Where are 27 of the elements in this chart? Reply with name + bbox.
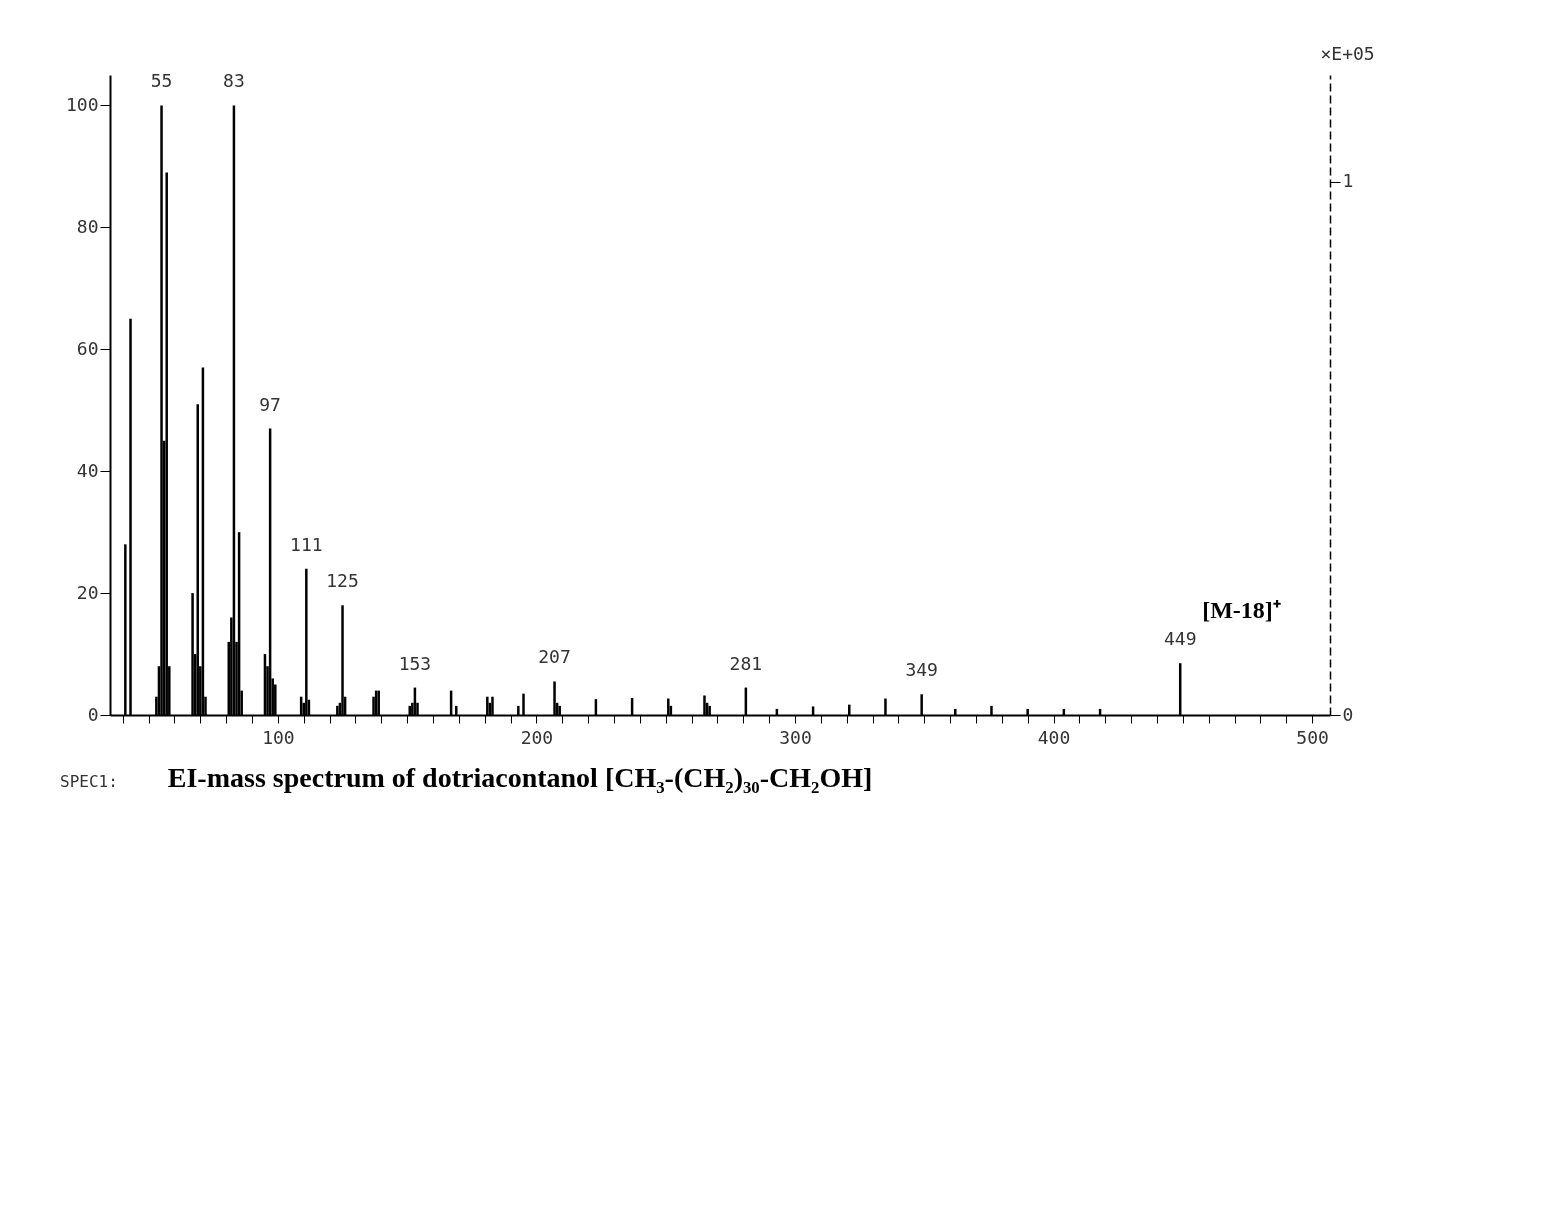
x-tick-label: 400 <box>1037 726 1071 748</box>
y-tick-label: 40 <box>76 459 99 481</box>
y-tick-label: 0 <box>87 703 99 725</box>
annotation: 111 <box>290 533 323 555</box>
x-tick-label: 500 <box>1296 726 1329 748</box>
annotation: [M-18]⁺ <box>1202 597 1281 624</box>
annotation: 449 <box>1163 628 1197 650</box>
y2-tick-label: 1 <box>1342 170 1354 192</box>
text: EI-mass spectrum of dotriacontanol [CH₃-(CH₂)₃₀-CH₂OH] <box>167 762 873 794</box>
annotation: 83 <box>223 70 245 92</box>
x-tick-label: 200 <box>520 726 554 748</box>
y2-axis-title: ×E+05 <box>1320 42 1375 64</box>
x-tick-label: 300 <box>779 726 812 748</box>
y2-tick-label: 0 <box>1342 703 1354 725</box>
annotation: 207 <box>538 646 571 668</box>
annotation: 55 <box>150 70 173 92</box>
x-tick-label: 100 <box>262 726 295 748</box>
y-tick-label: 60 <box>76 337 99 359</box>
annotation: 281 <box>729 652 763 674</box>
annotation: 125 <box>326 570 359 592</box>
y-tick-label: 20 <box>76 581 99 603</box>
y-tick-label: 100 <box>65 93 99 115</box>
y-tick-label: 80 <box>76 215 99 237</box>
annotation: 153 <box>398 652 432 674</box>
annotation: 349 <box>905 659 938 681</box>
annotation: 97 <box>259 393 281 415</box>
text: SPEC1: <box>60 772 118 791</box>
